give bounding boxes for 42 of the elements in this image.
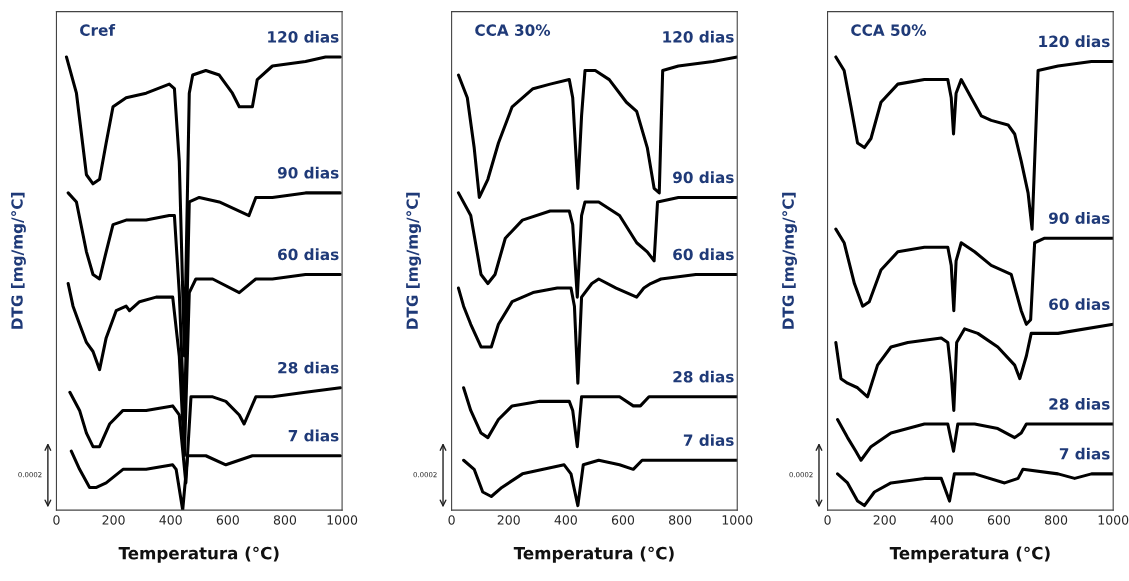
- x-tick-label: 600: [987, 515, 1011, 525]
- x-tick-label: 800: [669, 515, 692, 525]
- y-axis-title: DTG [mg/mg/°C]: [406, 192, 422, 329]
- x-tick-label: 400: [159, 515, 182, 525]
- x-axis-title: Temperatura (°C): [118, 546, 279, 563]
- x-tick-label: 600: [216, 515, 239, 525]
- x-tick-label: 1000: [327, 515, 358, 525]
- x-tick-label: 0: [448, 515, 455, 525]
- series-label: 120 dias: [1039, 35, 1110, 48]
- series-label: 120 dias: [663, 30, 734, 43]
- x-axis-title: Temperatura (°C): [513, 546, 674, 563]
- series-label: 90 dias: [1048, 212, 1110, 224]
- series-label: 60 dias: [673, 248, 734, 261]
- x-tick-label: 1000: [722, 515, 753, 525]
- y-axis-title: DTG [mg/mg/°C]: [10, 192, 26, 329]
- series-label: 28 dias: [278, 361, 339, 374]
- text: CCA 30%: [475, 24, 551, 36]
- x-axis-title: Temperatura (°C): [889, 546, 1050, 563]
- series-label: 90 dias: [277, 166, 339, 179]
- series-label: 7 dias: [1059, 447, 1110, 460]
- series-label: 60 dias: [278, 248, 339, 261]
- series-label: 7 dias: [288, 429, 339, 442]
- x-tick-label: 800: [1044, 515, 1068, 525]
- series-label: 120 dias: [268, 30, 339, 43]
- series-label: 28 dias: [673, 370, 734, 383]
- series-label: 7 dias: [683, 434, 734, 446]
- x-tick-label: 800: [273, 515, 297, 525]
- x-tick-label: 600: [611, 515, 635, 525]
- x-tick-label: 200: [873, 515, 896, 525]
- x-tick-label: 0: [824, 515, 831, 525]
- text: Cref: [80, 24, 116, 36]
- x-tick-label: 200: [497, 515, 520, 525]
- series-label: 60 dias: [1049, 298, 1110, 311]
- series-label: 90 dias: [673, 171, 734, 184]
- x-tick-label: 400: [930, 515, 953, 525]
- x-tick-label: 1000: [1098, 515, 1129, 525]
- y-axis-title: DTG [mg/mg/°C]: [782, 192, 797, 329]
- text: CCA 50%: [851, 24, 927, 36]
- series-label: 28 dias: [1049, 397, 1110, 410]
- x-tick-label: 200: [102, 515, 125, 525]
- x-tick-label: 400: [554, 515, 577, 525]
- x-tick-label: 0: [53, 515, 60, 525]
